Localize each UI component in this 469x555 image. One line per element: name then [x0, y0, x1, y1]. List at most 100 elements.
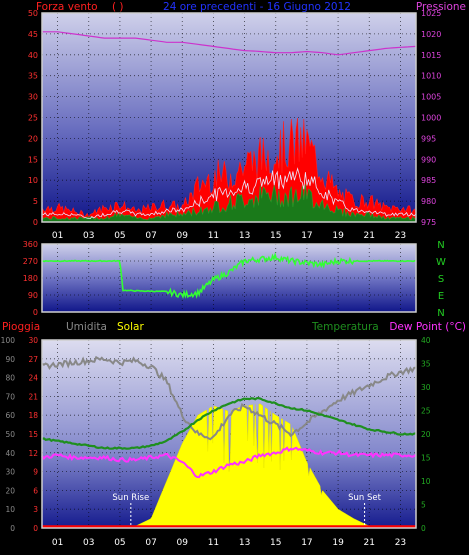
wind-axis-title: Forza vento — [36, 1, 98, 13]
temperature-tick-label: 35 — [421, 360, 431, 369]
compass-label: E — [438, 291, 444, 302]
dewpoint-axis-title: Dew Point (°C) — [389, 321, 466, 333]
solar-axis-title: Solar — [117, 321, 144, 333]
pressure-tick-label: 990 — [421, 155, 436, 164]
temperature-tick-label: 0 — [421, 524, 426, 533]
direction-tick-label: 270 — [23, 257, 38, 266]
humidity-tick-label: 0 — [10, 524, 15, 533]
humidity-tick-label: 50 — [5, 430, 15, 439]
avg-wind-series — [41, 184, 417, 223]
humidity-tick-label: 60 — [5, 411, 15, 420]
humidity-tick-label: 30 — [5, 468, 15, 477]
compass-label: N — [437, 240, 444, 251]
temperature-series — [41, 396, 417, 450]
wind-tick-label: 15 — [28, 155, 38, 164]
humidity-tick-label: 100 — [1, 336, 16, 345]
rain-tick-label: 24 — [28, 374, 38, 383]
temperature-tick-label: 25 — [421, 407, 431, 416]
hour-tick-label: 03 — [83, 231, 94, 241]
humidity-series — [41, 355, 417, 441]
hour-tick-label: 11 — [208, 231, 219, 241]
compass-label: W — [436, 257, 446, 268]
rain-tick-label: 9 — [33, 468, 38, 477]
humidity-tick-label: 40 — [5, 449, 15, 458]
hour-tick-label: 19 — [332, 538, 344, 548]
temperature-axis-title: Temperatura — [311, 321, 379, 333]
direction-panel-border — [41, 243, 417, 313]
humidity-tick-label: 80 — [5, 374, 15, 383]
hour-tick-label: 07 — [145, 538, 156, 548]
hour-tick-label: 11 — [208, 538, 219, 548]
temperature-tick-label: 20 — [421, 430, 431, 439]
temperature-solar-panel: Sun Rise Sun Set1009080706050403020100302… — [1, 336, 431, 548]
hour-tick-label: 05 — [114, 231, 125, 241]
pressure-tick-label: 1020 — [421, 30, 441, 39]
rain-tick-label: 21 — [28, 392, 38, 401]
temperature-panel-border — [41, 339, 417, 529]
pressure-tick-label: 1000 — [421, 114, 441, 123]
pressure-tick-label: 980 — [421, 197, 436, 206]
hour-tick-label: 23 — [395, 538, 406, 548]
chart-title: 24 ore precedenti - 16 Giugno 2012 — [163, 1, 351, 13]
direction-series — [41, 251, 417, 299]
direction-tick-label: 0 — [33, 308, 38, 317]
dewpoint-series — [41, 446, 417, 479]
humidity-tick-label: 90 — [5, 355, 15, 364]
rain-tick-label: 0 — [33, 524, 38, 533]
wind-tick-label: 20 — [28, 134, 38, 143]
rain-tick-label: 12 — [28, 449, 38, 458]
compass-label: N — [437, 308, 444, 319]
wind-tick-label: 45 — [28, 30, 38, 39]
hour-tick-label: 21 — [364, 538, 375, 548]
rain-tick-label: 6 — [33, 486, 38, 495]
pressure-tick-label: 1005 — [421, 93, 441, 102]
sun-set-label: Sun Set — [348, 493, 381, 503]
hour-tick-label: 21 — [364, 231, 375, 241]
direction-tick-label: 180 — [23, 274, 38, 283]
temperature-tick-label: 30 — [421, 383, 431, 392]
temperature-tick-label: 40 — [421, 336, 431, 345]
hour-tick-label: 17 — [301, 231, 312, 241]
rain-tick-label: 27 — [28, 355, 38, 364]
direction-tick-label: 90 — [28, 291, 38, 300]
temperature-tick-label: 5 — [421, 501, 426, 510]
rain-tick-label: 30 — [28, 336, 38, 345]
humidity-tick-label: 10 — [5, 505, 15, 514]
rain-tick-label: 3 — [33, 505, 38, 514]
wind-tick-label: 5 — [33, 197, 38, 206]
humidity-tick-label: 20 — [5, 486, 15, 495]
wind-axis-unit: ( ) — [112, 1, 124, 13]
hour-tick-label: 23 — [395, 231, 406, 241]
temperature-tick-label: 10 — [421, 477, 431, 486]
hour-tick-label: 19 — [332, 231, 344, 241]
hour-tick-label: 03 — [83, 538, 94, 548]
hour-tick-label: 01 — [52, 231, 63, 241]
compass-label: S — [438, 274, 444, 285]
pressure-tick-label: 985 — [421, 176, 436, 185]
pressure-series — [42, 31, 417, 56]
wind-tick-label: 10 — [28, 176, 38, 185]
hour-tick-label: 15 — [270, 231, 281, 241]
wind-tick-label: 30 — [28, 93, 38, 102]
hour-tick-label: 05 — [114, 538, 125, 548]
pressure-tick-label: 995 — [421, 134, 436, 143]
wind-panel-border — [41, 12, 417, 223]
direction-panel-background — [42, 244, 416, 312]
humidity-axis-title: Umidita — [66, 321, 107, 333]
rain-tick-label: 18 — [28, 411, 38, 420]
hour-tick-label: 17 — [301, 538, 312, 548]
hour-tick-label: 07 — [145, 231, 156, 241]
wind-tick-label: 40 — [28, 51, 38, 60]
rain-axis-title: Pioggia — [2, 321, 40, 333]
hour-tick-label: 13 — [239, 231, 250, 241]
hour-tick-label: 09 — [177, 538, 189, 548]
hour-tick-label: 09 — [177, 231, 189, 241]
pressure-tick-label: 975 — [421, 218, 436, 227]
hour-tick-label: 15 — [270, 538, 281, 548]
hour-tick-label: 13 — [239, 538, 250, 548]
wind-series — [41, 167, 417, 220]
pressure-tick-label: 1015 — [421, 51, 441, 60]
